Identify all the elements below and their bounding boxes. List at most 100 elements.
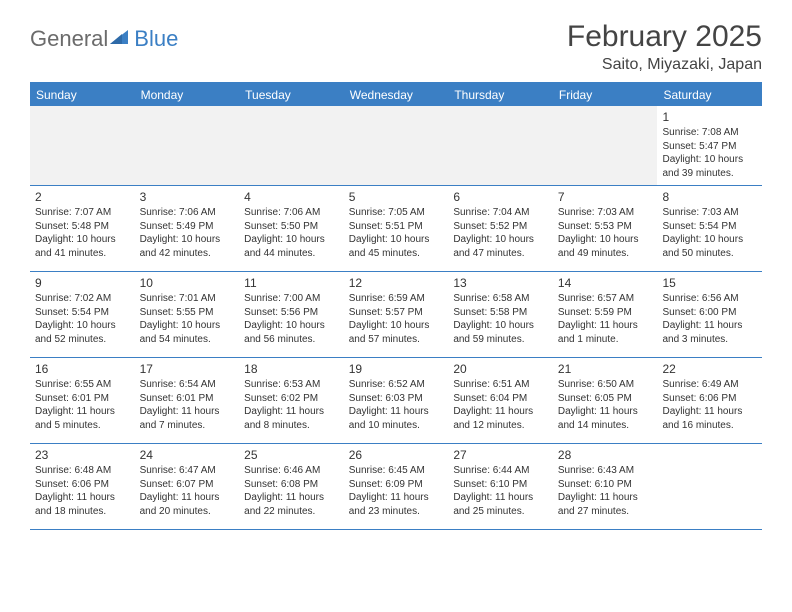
daylight-text-2: and 14 minutes. xyxy=(558,419,653,433)
sunset-text: Sunset: 6:08 PM xyxy=(244,478,339,492)
day-cell: 11Sunrise: 7:00 AMSunset: 5:56 PMDayligh… xyxy=(239,272,344,357)
day-number: 28 xyxy=(558,447,653,463)
day-cell: 16Sunrise: 6:55 AMSunset: 6:01 PMDayligh… xyxy=(30,358,135,443)
day-cell: 22Sunrise: 6:49 AMSunset: 6:06 PMDayligh… xyxy=(657,358,762,443)
sunrise-text: Sunrise: 6:55 AM xyxy=(35,378,130,392)
sunset-text: Sunset: 5:58 PM xyxy=(453,306,548,320)
daylight-text-2: and 57 minutes. xyxy=(349,333,444,347)
daylight-text-2: and 27 minutes. xyxy=(558,505,653,519)
sunset-text: Sunset: 6:10 PM xyxy=(558,478,653,492)
day-number: 14 xyxy=(558,275,653,291)
day-number: 5 xyxy=(349,189,444,205)
sunset-text: Sunset: 6:10 PM xyxy=(453,478,548,492)
daylight-text-2: and 56 minutes. xyxy=(244,333,339,347)
day-cell: 1Sunrise: 7:08 AMSunset: 5:47 PMDaylight… xyxy=(657,106,762,185)
sunrise-text: Sunrise: 6:50 AM xyxy=(558,378,653,392)
day-cell xyxy=(553,106,658,185)
sunrise-text: Sunrise: 6:47 AM xyxy=(140,464,235,478)
sunset-text: Sunset: 5:47 PM xyxy=(662,140,757,154)
daylight-text-1: Daylight: 11 hours xyxy=(140,405,235,419)
day-header-row: Sunday Monday Tuesday Wednesday Thursday… xyxy=(30,84,762,106)
day-number: 7 xyxy=(558,189,653,205)
day-cell: 20Sunrise: 6:51 AMSunset: 6:04 PMDayligh… xyxy=(448,358,553,443)
day-cell: 15Sunrise: 6:56 AMSunset: 6:00 PMDayligh… xyxy=(657,272,762,357)
daylight-text-2: and 5 minutes. xyxy=(35,419,130,433)
daylight-text-1: Daylight: 11 hours xyxy=(453,491,548,505)
day-cell: 5Sunrise: 7:05 AMSunset: 5:51 PMDaylight… xyxy=(344,186,449,271)
sunrise-text: Sunrise: 7:03 AM xyxy=(558,206,653,220)
day-number: 27 xyxy=(453,447,548,463)
day-number: 10 xyxy=(140,275,235,291)
location-text: Saito, Miyazaki, Japan xyxy=(567,56,762,74)
day-number: 3 xyxy=(140,189,235,205)
day-number: 6 xyxy=(453,189,548,205)
sunrise-text: Sunrise: 6:46 AM xyxy=(244,464,339,478)
daylight-text-1: Daylight: 10 hours xyxy=(35,319,130,333)
week-row: 1Sunrise: 7:08 AMSunset: 5:47 PMDaylight… xyxy=(30,106,762,186)
sunrise-text: Sunrise: 6:49 AM xyxy=(662,378,757,392)
page-container: General Blue February 2025 Saito, Miyaza… xyxy=(0,0,792,550)
sunset-text: Sunset: 6:04 PM xyxy=(453,392,548,406)
day-cell: 9Sunrise: 7:02 AMSunset: 5:54 PMDaylight… xyxy=(30,272,135,357)
daylight-text-2: and 59 minutes. xyxy=(453,333,548,347)
day-cell xyxy=(344,106,449,185)
sunset-text: Sunset: 6:00 PM xyxy=(662,306,757,320)
daylight-text-2: and 10 minutes. xyxy=(349,419,444,433)
daylight-text-1: Daylight: 10 hours xyxy=(558,233,653,247)
day-cell: 4Sunrise: 7:06 AMSunset: 5:50 PMDaylight… xyxy=(239,186,344,271)
day-header-thursday: Thursday xyxy=(448,84,553,106)
day-number: 15 xyxy=(662,275,757,291)
title-block: February 2025 Saito, Miyazaki, Japan xyxy=(567,20,762,74)
day-number: 25 xyxy=(244,447,339,463)
sunrise-text: Sunrise: 7:04 AM xyxy=(453,206,548,220)
daylight-text-2: and 52 minutes. xyxy=(35,333,130,347)
day-cell xyxy=(448,106,553,185)
sunrise-text: Sunrise: 7:07 AM xyxy=(35,206,130,220)
day-cell: 14Sunrise: 6:57 AMSunset: 5:59 PMDayligh… xyxy=(553,272,658,357)
day-cell: 28Sunrise: 6:43 AMSunset: 6:10 PMDayligh… xyxy=(553,444,658,529)
daylight-text-2: and 8 minutes. xyxy=(244,419,339,433)
daylight-text-1: Daylight: 11 hours xyxy=(349,491,444,505)
sunset-text: Sunset: 6:01 PM xyxy=(140,392,235,406)
week-row: 2Sunrise: 7:07 AMSunset: 5:48 PM Daylight… xyxy=(30,186,762,272)
daylight-text-1: Daylight: 11 hours xyxy=(662,319,757,333)
week-row: 9Sunrise: 7:02 AMSunset: 5:54 PMDaylight… xyxy=(30,272,762,358)
day-cell xyxy=(30,106,135,185)
sunset-text: Sunset: 6:02 PM xyxy=(244,392,339,406)
day-cell: 12Sunrise: 6:59 AMSunset: 5:57 PMDayligh… xyxy=(344,272,449,357)
daylight-text-1: Daylight: 11 hours xyxy=(662,405,757,419)
sunrise-text: Sunrise: 7:08 AM xyxy=(662,126,757,140)
daylight-text-2: and 1 minute. xyxy=(558,333,653,347)
daylight-text-2: and 49 minutes. xyxy=(558,247,653,261)
daylight-text-1: Daylight: 11 hours xyxy=(140,491,235,505)
day-cell: 21Sunrise: 6:50 AMSunset: 6:05 PMDayligh… xyxy=(553,358,658,443)
sunset-text: Sunset: 5:54 PM xyxy=(662,220,757,234)
day-header-monday: Monday xyxy=(135,84,240,106)
sunset-text: Sunset: 6:06 PM xyxy=(662,392,757,406)
daylight-text-2: and 42 minutes. xyxy=(140,247,235,261)
sunrise-text: Sunrise: 7:03 AM xyxy=(662,206,757,220)
sunset-text: Sunset: 6:05 PM xyxy=(558,392,653,406)
sunrise-text: Sunrise: 7:06 AM xyxy=(244,206,339,220)
sunset-text: Sunset: 5:53 PM xyxy=(558,220,653,234)
day-number: 21 xyxy=(558,361,653,377)
sunrise-text: Sunrise: 6:43 AM xyxy=(558,464,653,478)
sunset-text: Sunset: 5:48 PM xyxy=(35,220,130,234)
sunrise-text: Sunrise: 7:06 AM xyxy=(140,206,235,220)
day-number: 17 xyxy=(140,361,235,377)
sunset-text: Sunset: 6:03 PM xyxy=(349,392,444,406)
day-number: 2 xyxy=(35,189,130,205)
day-cell xyxy=(657,444,762,529)
day-number: 8 xyxy=(662,189,757,205)
daylight-text-2: and 3 minutes. xyxy=(662,333,757,347)
day-cell: 23Sunrise: 6:48 AMSunset: 6:06 PMDayligh… xyxy=(30,444,135,529)
daylight-text-1: Daylight: 10 hours xyxy=(244,319,339,333)
sunset-text: Sunset: 6:06 PM xyxy=(35,478,130,492)
day-cell: 2Sunrise: 7:07 AMSunset: 5:48 PMDaylight… xyxy=(30,186,135,271)
daylight-text-2: and 39 minutes. xyxy=(662,167,757,181)
sunrise-text: Sunrise: 6:52 AM xyxy=(349,378,444,392)
day-number: 18 xyxy=(244,361,339,377)
daylight-text-2: and 41 minutes. xyxy=(35,247,130,261)
day-cell: 26Sunrise: 6:45 AMSunset: 6:09 PMDayligh… xyxy=(344,444,449,529)
daylight-text-2: and 7 minutes. xyxy=(140,419,235,433)
